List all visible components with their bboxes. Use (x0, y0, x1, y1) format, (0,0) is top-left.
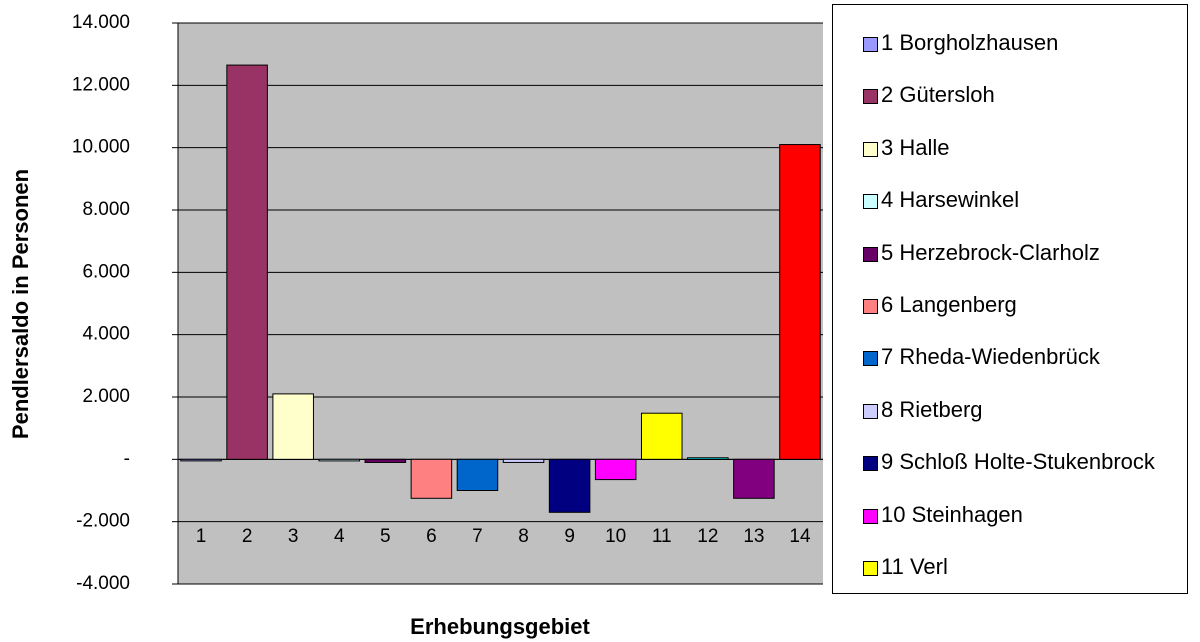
x-tick-label: 2 (242, 526, 253, 547)
bar (594, 458, 637, 481)
y-tick-label: 2.000 (82, 386, 130, 407)
x-tick-label: 5 (380, 526, 391, 547)
legend-entry: 7 Rheda-Wiedenbrück (863, 346, 1177, 368)
legend-label: 8 Rietberg (881, 396, 983, 422)
legend-label: 9 Schloß Holte-Stukenbrock (881, 449, 1155, 475)
legend-swatch (863, 246, 878, 262)
bar (687, 457, 729, 460)
y-tick-label: 6.000 (82, 261, 130, 282)
legend-label: 6 Langenberg (881, 292, 1017, 317)
legend-entry: 3 Halle (863, 134, 1177, 160)
legend: 1 Borgholzhausen 2 Gütersloh 3 Halle 4 Hars… (832, 4, 1188, 594)
legend-label: 7 Rheda-Wiedenbrück (881, 344, 1100, 370)
legend-swatch (863, 141, 878, 157)
legend-label: 10 Steinhagen (881, 501, 1023, 527)
legend-entry: 9 Schloß Holte-Stukenbrock (863, 451, 1177, 473)
legend-label: 3 Halle (881, 134, 950, 160)
bar (318, 458, 361, 462)
x-tick-label: 3 (288, 526, 299, 547)
legend-entry: 8 Rietberg (863, 396, 1177, 422)
legend-swatch (863, 89, 878, 105)
x-tick-label: 10 (605, 526, 626, 547)
legend-swatch (863, 194, 878, 210)
legend-label: 4 Harsewinkel (881, 187, 1020, 213)
legend-swatch (863, 299, 878, 314)
x-axis-label: Erhebungsgebiet (410, 614, 590, 639)
legend-entry: 2 Gütersloh (863, 84, 1177, 106)
bar (180, 458, 222, 462)
legend-entry: 5 Herzebrock-Clarholz (863, 239, 1177, 265)
legend-swatch (863, 561, 878, 576)
x-tick-label: 13 (743, 526, 764, 547)
legend-label: 1 Borgholzhausen (881, 30, 1059, 55)
bar (456, 458, 499, 492)
y-tick-label: 10.000 (72, 137, 130, 158)
legend-entry: 11 Verl (863, 556, 1177, 578)
legend-label: 11 Verl (881, 554, 948, 579)
x-tick-label: 1 (196, 526, 207, 547)
legend-entry: 4 Harsewinkel (863, 189, 1177, 211)
y-tick-label: 8.000 (82, 199, 130, 220)
legend-swatch (863, 37, 878, 52)
bar (779, 144, 821, 460)
plot-area (178, 23, 823, 584)
y-tick-label: - (124, 448, 130, 469)
x-tick-label: 4 (334, 526, 345, 547)
y-tick-label: -4.000 (76, 573, 130, 594)
bar (272, 393, 314, 460)
legend-entry: 6 Langenberg (863, 294, 1177, 316)
y-tick-label: 12.000 (72, 74, 130, 95)
y-tick-label: -2.000 (76, 511, 130, 532)
bar (548, 458, 591, 513)
legend-swatch (863, 456, 878, 472)
legend-label: 2 Gütersloh (881, 82, 995, 108)
legend-entry: 10 Steinhagen (863, 501, 1177, 527)
legend-entry: 1 Borgholzhausen (863, 32, 1177, 54)
x-tick-label: 8 (518, 526, 529, 547)
legend-swatch (863, 508, 878, 524)
y-tick-label: 4.000 (82, 324, 130, 345)
legend-swatch (863, 403, 878, 419)
bar (640, 412, 683, 460)
bar (502, 458, 545, 463)
legend-swatch (863, 351, 878, 367)
y-axis-label: Pendlersaldo in Personen (8, 169, 33, 439)
x-tick-label: 14 (789, 526, 811, 547)
legend-label: 5 Herzebrock-Clarholz (881, 239, 1100, 265)
x-tick-label: 12 (697, 526, 718, 547)
bar (410, 458, 453, 499)
x-tick-label: 9 (564, 526, 575, 547)
bar (733, 458, 775, 499)
y-tick-label: 14.000 (72, 12, 130, 33)
x-tick-label: 7 (472, 526, 483, 547)
x-tick-label: 6 (426, 526, 437, 547)
bar (226, 64, 268, 460)
x-tick-label: 11 (652, 526, 672, 547)
bar (364, 458, 407, 463)
